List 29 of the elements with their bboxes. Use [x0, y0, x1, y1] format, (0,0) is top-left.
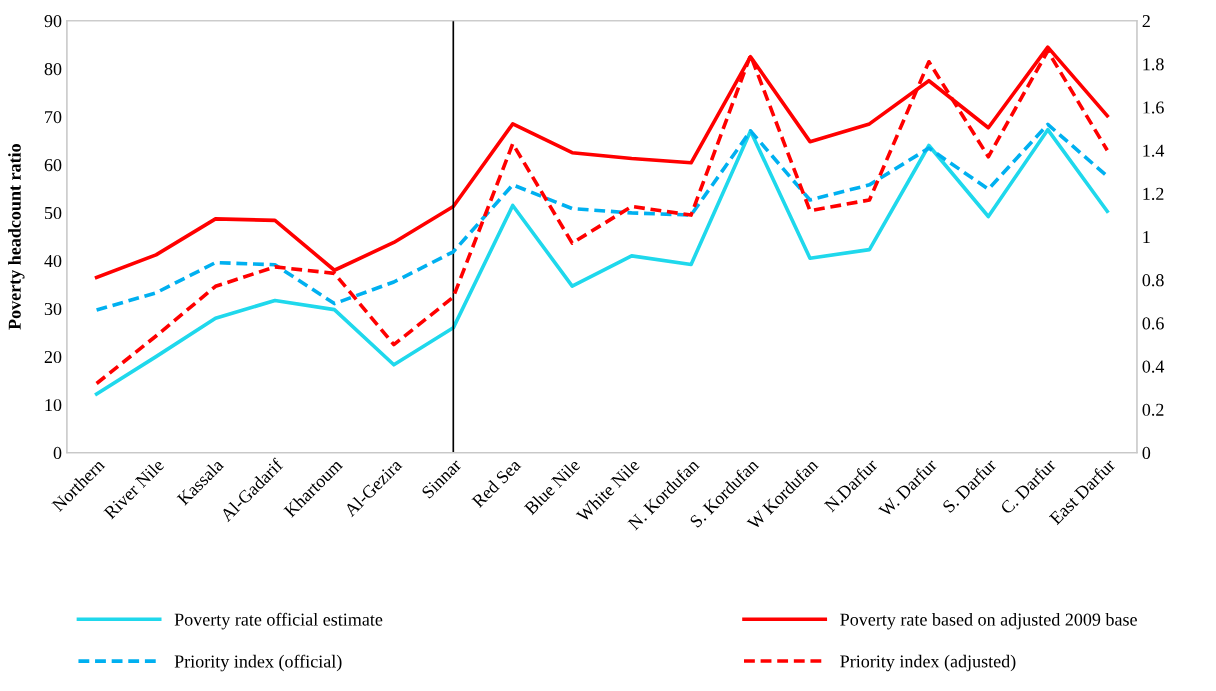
- y-tick-label: 20: [44, 350, 62, 364]
- line-series: [94, 127, 1110, 396]
- y2-tick-label: 1.2: [1143, 187, 1164, 200]
- y-tick-label: 60: [44, 158, 62, 172]
- y-tick-label: 80: [44, 62, 62, 76]
- legend-label: Poverty rate official estimate: [174, 612, 383, 630]
- line-series: [94, 49, 1110, 386]
- y2-tick-label: 0: [1142, 446, 1151, 460]
- y2-tick-label: 2: [1142, 15, 1150, 27]
- y2-tick-label: 1: [1143, 231, 1150, 243]
- y2-tick-label: 0.2: [1142, 403, 1164, 416]
- y2-tick-label: 1.4: [1143, 144, 1165, 157]
- y2-tick-label: 1.8: [1143, 58, 1164, 71]
- y2-tick-label: 0.6: [1142, 317, 1164, 330]
- y-tick-label: 70: [45, 110, 62, 124]
- y-tick-label: 10: [45, 398, 62, 412]
- y-tick-label: 50: [45, 206, 62, 220]
- x-tick-label: Red Sea: [470, 457, 522, 509]
- legend-label: Priority index (adjusted): [840, 654, 1016, 672]
- y2-tick-label: 0.8: [1142, 274, 1164, 287]
- y-tick-label: 30: [44, 302, 62, 316]
- y-tick-label: 0: [53, 446, 62, 460]
- y2-tick-label: 0.4: [1142, 360, 1165, 373]
- y-axis-title: Poverty headcount ratio: [8, 144, 25, 330]
- y-tick-label: 40: [44, 254, 62, 268]
- y2-tick-label: 1.6: [1143, 101, 1164, 114]
- legend-label: Priority index (official): [174, 654, 342, 672]
- legend-label: Poverty rate based on adjusted 2009 base: [840, 612, 1137, 630]
- y-tick-label: 90: [44, 14, 62, 28]
